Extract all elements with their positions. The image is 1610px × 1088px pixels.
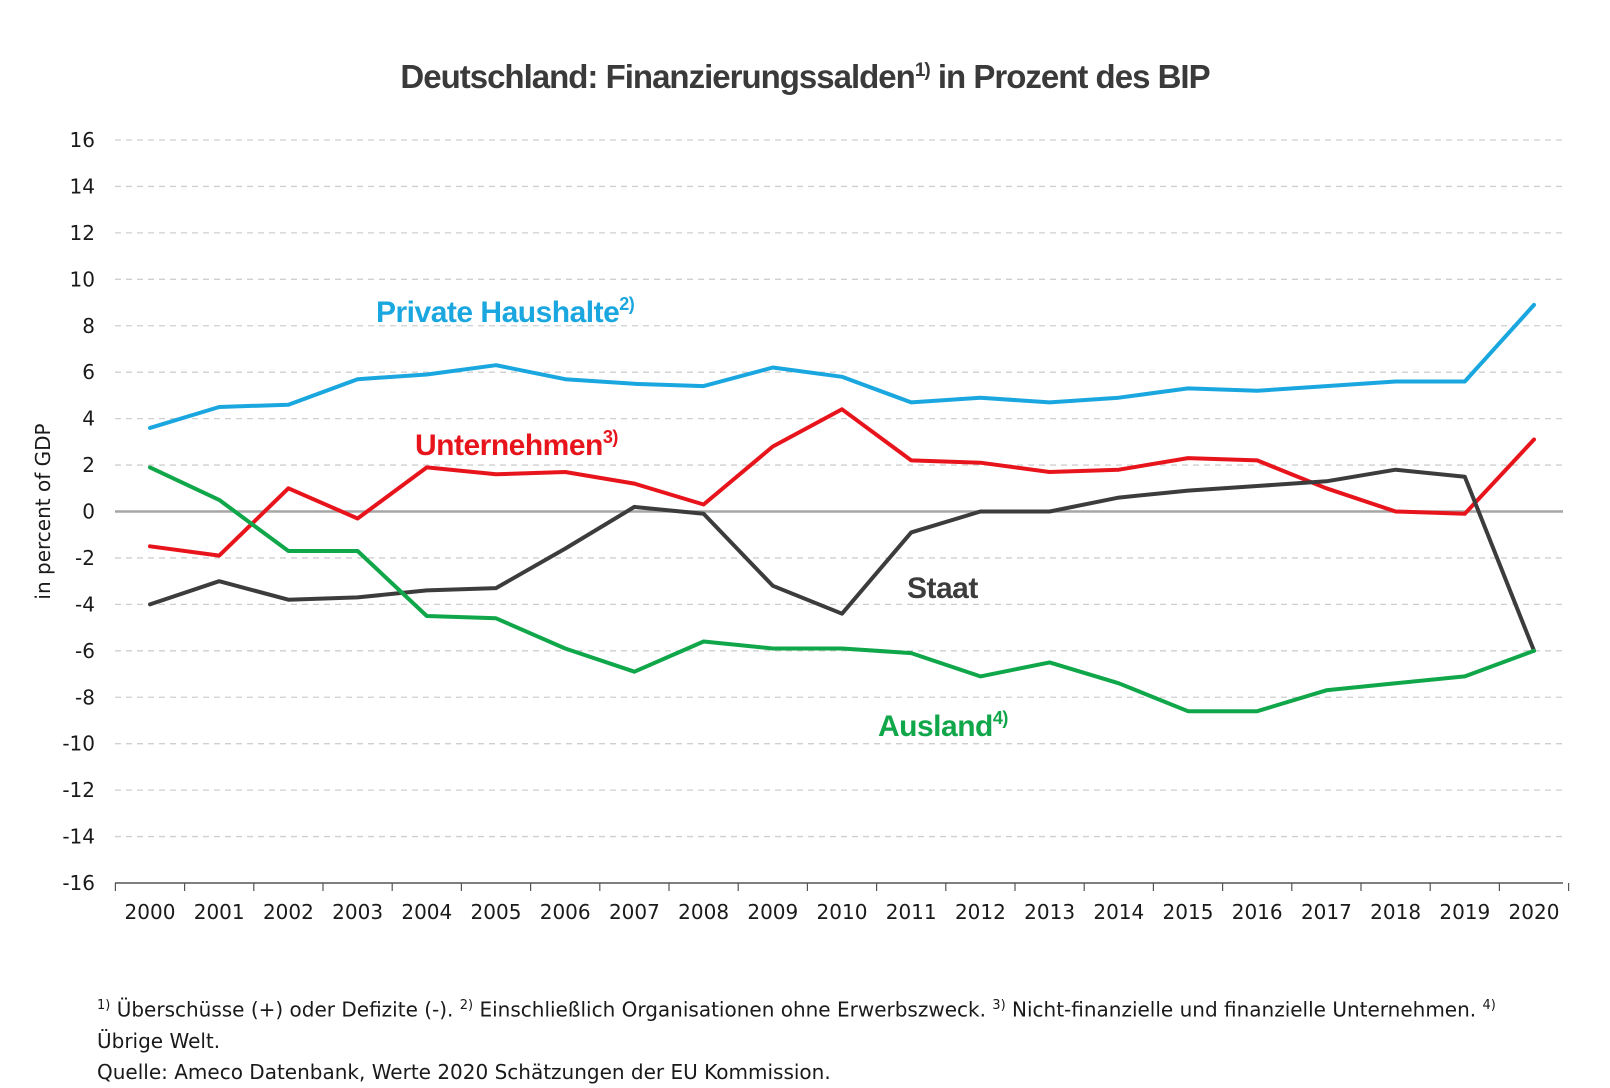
x-tick-label: 2000 — [125, 900, 176, 924]
y-tick-label: -4 — [75, 592, 95, 616]
series-line-unternehmen — [148, 407, 1536, 558]
y-tick-label: 12 — [70, 221, 95, 245]
y-tick-label: 6 — [82, 360, 95, 384]
series-label-ausland: Ausland4) — [878, 708, 1008, 743]
x-tick-label: 2006 — [540, 900, 591, 924]
footnotes: 1) Überschüsse (+) oder Defizite (-). 2)… — [97, 990, 1537, 1088]
footnote-3-text: Nicht-finanzielle und finanzielle Untern… — [1005, 997, 1483, 1022]
x-tick-label: 2014 — [1093, 900, 1144, 924]
x-tick-label: 2020 — [1509, 900, 1560, 924]
series-label-private-haushalte: Private Haushalte2) — [376, 294, 635, 329]
x-tick-label: 2009 — [747, 900, 798, 924]
x-tick-label: 2013 — [1024, 900, 1075, 924]
x-tick-label: 2004 — [401, 900, 452, 924]
series-line-private-haushalte — [148, 302, 1536, 430]
x-tick-label: 2015 — [1163, 900, 1214, 924]
x-tick-label: 2002 — [263, 900, 314, 924]
footnote-1-marker: 1) — [97, 998, 111, 1013]
chart-title-suffix: in Prozent des BIP — [929, 58, 1211, 95]
footnote-source: Quelle: Ameco Datenbank, Werte 2020 Schä… — [97, 1059, 831, 1084]
footnote-line-1: 1) Überschüsse (+) oder Defizite (-). 2)… — [97, 990, 1537, 1026]
y-tick-label: -6 — [75, 639, 95, 663]
footnote-4-marker: 4) — [1482, 998, 1496, 1013]
series-line-staat — [148, 467, 1536, 653]
x-tick-label: 2005 — [471, 900, 522, 924]
chart-title-sup: 1) — [914, 60, 931, 81]
y-tick-label: -16 — [62, 871, 95, 895]
x-tick-label: 2017 — [1301, 900, 1352, 924]
footnote-1-text: Überschüsse (+) oder Defizite (-). — [110, 997, 460, 1022]
series-line-ausland — [148, 465, 1536, 714]
x-tick-label: 2018 — [1370, 900, 1421, 924]
y-tick-label: -2 — [75, 546, 95, 570]
x-tick-label: 2001 — [194, 900, 245, 924]
y-tick-label: -12 — [62, 778, 95, 802]
x-tick-label: 2010 — [817, 900, 868, 924]
x-tick-label: 2007 — [609, 900, 660, 924]
y-tick-label: 16 — [70, 128, 95, 152]
y-tick-label: 10 — [70, 267, 95, 291]
chart-title: Deutschland: Finanzierungssalden1) in Pr… — [0, 58, 1610, 96]
x-tick-label: 2012 — [955, 900, 1006, 924]
y-tick-label: -10 — [62, 732, 95, 756]
x-tick-label: 2019 — [1439, 900, 1490, 924]
y-tick-label: 0 — [82, 500, 95, 524]
x-tick-label: 2011 — [886, 900, 937, 924]
y-axis-label: in percent of GDP — [31, 423, 55, 599]
y-tick-label: 2 — [82, 453, 95, 477]
y-tick-label: -14 — [62, 825, 95, 849]
footnote-2-text: Einschließlich Organisationen ohne Erwer… — [473, 997, 993, 1022]
y-tick-label: 4 — [82, 407, 95, 431]
y-tick-label: 8 — [82, 314, 95, 338]
x-tick-label: 2003 — [332, 900, 383, 924]
x-tick-label: 2016 — [1232, 900, 1283, 924]
chart-title-main: Deutschland: Finanzierungssalden — [400, 58, 915, 95]
x-tick-label: 2008 — [678, 900, 729, 924]
footnote-2-marker: 2) — [459, 998, 474, 1013]
footnote-line-2: Übrige Welt. — [97, 1028, 221, 1053]
footnote-3-marker: 3) — [992, 998, 1006, 1013]
y-tick-label: 14 — [70, 174, 95, 198]
y-tick-label: -8 — [75, 685, 95, 709]
series-label-unternehmen: Unternehmen3) — [415, 427, 618, 462]
series-label-staat: Staat — [907, 572, 978, 605]
